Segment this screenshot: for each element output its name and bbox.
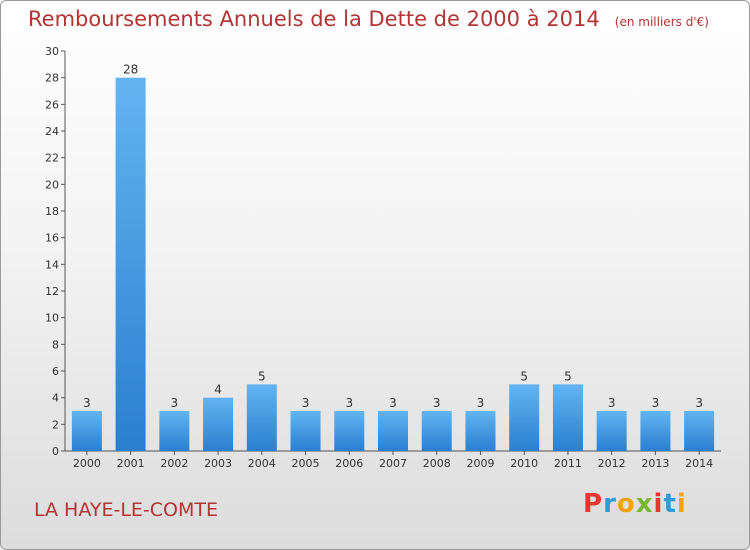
logo-letter: t — [663, 489, 677, 519]
logo-letter: o — [616, 489, 636, 519]
bar — [684, 411, 715, 451]
y-tick-label: 18 — [45, 205, 59, 218]
bar-value-label: 3 — [433, 396, 441, 410]
logo-letter: P — [583, 489, 604, 519]
logo-letter: x — [635, 489, 654, 519]
y-tick-label: 30 — [45, 45, 59, 58]
y-tick-label: 24 — [45, 125, 59, 138]
bar — [203, 397, 234, 451]
x-tick-label: 2014 — [685, 457, 713, 470]
town-name: LA HAYE-LE-COMTE — [34, 499, 219, 521]
x-tick-label: 2011 — [554, 457, 582, 470]
bar — [115, 77, 146, 452]
logo-letter: i — [653, 489, 664, 519]
y-tick-label: 8 — [52, 338, 59, 351]
x-tick-label: 2013 — [641, 457, 669, 470]
y-tick-label: 2 — [52, 418, 59, 431]
proxiti-logo: Proxiti — [583, 489, 687, 519]
x-tick-label: 2003 — [204, 457, 232, 470]
y-tick-label: 28 — [45, 72, 59, 85]
x-tick-label: 2001 — [117, 457, 145, 470]
bar — [421, 411, 452, 451]
y-tick-label: 16 — [45, 232, 59, 245]
x-tick-label: 2000 — [73, 457, 101, 470]
bar — [246, 384, 277, 451]
bar-value-label: 3 — [389, 396, 397, 410]
bar — [290, 411, 321, 451]
x-tick-label: 2010 — [510, 457, 538, 470]
bar-value-label: 28 — [123, 63, 138, 77]
bar-value-label: 3 — [302, 396, 310, 410]
chart-title: Remboursements Annuels de la Dette de 20… — [28, 7, 709, 31]
bar-value-label: 5 — [258, 369, 266, 383]
bar-value-label: 5 — [564, 369, 572, 383]
bar — [378, 411, 408, 451]
x-tick-label: 2008 — [423, 457, 451, 470]
y-tick-label: 14 — [45, 258, 59, 271]
y-tick-label: 4 — [52, 392, 59, 405]
bar — [159, 411, 190, 451]
bar-value-label: 3 — [345, 396, 353, 410]
bar — [334, 411, 365, 451]
y-tick-label: 26 — [45, 98, 59, 111]
bar — [596, 411, 627, 451]
chart-unit-note: (en milliers d'€) — [614, 15, 709, 29]
bar-value-label: 3 — [83, 396, 91, 410]
y-tick-label: 10 — [45, 312, 59, 325]
bar — [509, 384, 540, 451]
logo-letter: i — [676, 489, 687, 519]
bar — [640, 411, 671, 451]
x-tick-label: 2005 — [292, 457, 320, 470]
x-tick-label: 2004 — [248, 457, 276, 470]
y-tick-label: 22 — [45, 152, 59, 165]
bar-value-label: 3 — [477, 396, 485, 410]
y-tick-label: 20 — [45, 178, 59, 191]
bar-value-label: 4 — [214, 383, 222, 397]
bar-value-label: 3 — [171, 396, 179, 410]
x-tick-label: 2007 — [379, 457, 407, 470]
y-tick-label: 6 — [52, 365, 59, 378]
bar — [465, 411, 496, 451]
x-tick-label: 2002 — [160, 457, 188, 470]
bar — [71, 411, 102, 451]
bar-value-label: 3 — [695, 396, 703, 410]
bar — [552, 384, 583, 451]
y-tick-label: 12 — [45, 285, 59, 298]
logo-letter: r — [603, 489, 617, 519]
x-tick-label: 2009 — [466, 457, 494, 470]
bar-value-label: 3 — [652, 396, 660, 410]
y-tick-label: 0 — [52, 445, 59, 458]
x-tick-label: 2012 — [598, 457, 626, 470]
bar-value-label: 5 — [520, 369, 528, 383]
bar-value-label: 3 — [608, 396, 616, 410]
x-tick-label: 2006 — [335, 457, 363, 470]
chart-title-text: Remboursements Annuels de la Dette de 20… — [28, 7, 600, 31]
